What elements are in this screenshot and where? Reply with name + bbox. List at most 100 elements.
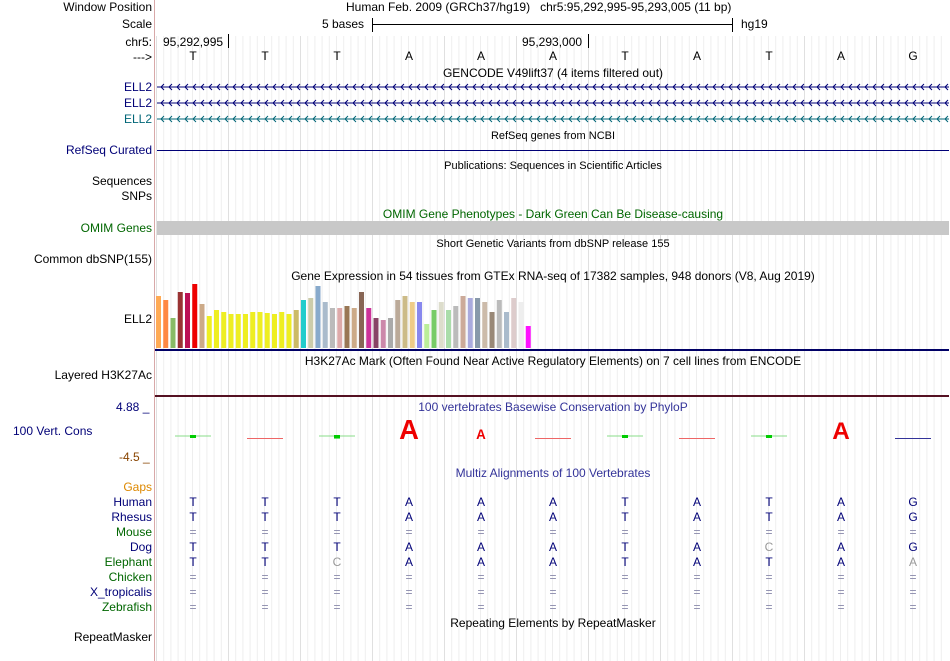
gtex-tissue-bar[interactable] — [286, 314, 292, 348]
gtex-tissue-bar[interactable] — [359, 292, 364, 348]
gtex-tissue-bar[interactable] — [344, 306, 350, 348]
omim-bar[interactable] — [157, 221, 949, 235]
gtex-tissue-bar[interactable] — [409, 302, 415, 348]
gtex-tissue-bar[interactable] — [380, 320, 386, 348]
gtex-tissue-bar[interactable] — [177, 292, 183, 348]
refseq-label[interactable]: RefSeq Curated — [65, 143, 152, 157]
gtex-bar-chart[interactable] — [155, 284, 555, 350]
gtex-tissue-bar[interactable] — [417, 302, 422, 348]
h3k27ac-line[interactable] — [155, 395, 949, 397]
gtex-tissue-bar[interactable] — [475, 298, 480, 348]
gtex-tissue-bar[interactable] — [170, 318, 176, 348]
gencode-transcript[interactable] — [157, 81, 949, 93]
gtex-tissue-bar[interactable] — [293, 310, 299, 348]
multiz-title[interactable]: Multiz Alignments of 100 Vertebrates — [455, 466, 651, 480]
gtex-tissue-bar[interactable] — [279, 312, 285, 348]
gtex-tissue-bar[interactable] — [221, 312, 227, 348]
gtex-tissue-bar[interactable] — [446, 310, 451, 348]
gtex-tissue-bar[interactable] — [185, 293, 190, 348]
dbsnp-title[interactable]: Short Genetic Variants from dbSNP releas… — [436, 238, 670, 250]
phylop-base-logo[interactable]: A — [399, 414, 419, 445]
gtex-tissue-bar[interactable] — [373, 318, 379, 348]
gtex-tissue-bar[interactable] — [315, 286, 321, 348]
gtex-tissue-bar[interactable] — [489, 312, 495, 348]
h3k27ac-title[interactable]: H3K27Ac Mark (Often Found Near Active Re… — [304, 354, 802, 368]
gtex-label[interactable]: ELL2 — [123, 312, 152, 326]
omim-label[interactable]: OMIM Genes — [80, 221, 152, 235]
publications-title[interactable]: Publications: Sequences in Scientific Ar… — [444, 160, 662, 172]
gtex-tissue-bar[interactable] — [163, 300, 169, 348]
h3k27ac-label[interactable]: Layered H3K27Ac — [54, 368, 152, 382]
gtex-tissue-bar[interactable] — [496, 300, 502, 348]
phylop-base-logo[interactable]: A — [476, 427, 486, 442]
gtex-tissue-bar[interactable] — [235, 314, 241, 348]
gtex-tissue-bar[interactable] — [402, 296, 408, 348]
multiz-species-label[interactable]: Rhesus — [111, 510, 152, 524]
publications-sequences-label[interactable]: Sequences — [91, 174, 152, 188]
phylop-base-logo[interactable]: A — [832, 418, 850, 445]
gtex-tissue-bar[interactable] — [438, 302, 444, 348]
gencode-track-label[interactable]: ELL2 — [123, 80, 152, 94]
gtex-tissue-bar[interactable] — [199, 304, 205, 348]
gtex-tissue-bar[interactable] — [351, 308, 357, 348]
refseq-title[interactable]: RefSeq genes from NCBI — [490, 130, 616, 142]
repeatmasker-title[interactable]: Repeating Elements by RepeatMasker — [450, 616, 656, 630]
gtex-tissue-bar[interactable] — [467, 298, 473, 348]
gtex-tissue-bar[interactable] — [272, 314, 277, 348]
multiz-base: A — [908, 555, 917, 569]
repeatmasker-label[interactable]: RepeatMasker — [73, 630, 152, 644]
gtex-tissue-bar[interactable] — [156, 296, 161, 348]
gtex-tissue-bar[interactable] — [525, 326, 531, 348]
gtex-title[interactable]: Gene Expression in 54 tissues from GTEx … — [291, 269, 815, 283]
gtex-tissue-bar[interactable] — [395, 300, 401, 348]
gtex-tissue-bar[interactable] — [337, 308, 343, 348]
gtex-tissue-bar[interactable] — [322, 302, 328, 348]
phylop-title[interactable]: 100 vertebrates Basewise Conservation by… — [418, 400, 688, 414]
gtex-tissue-bar[interactable] — [192, 284, 198, 348]
omim-title[interactable]: OMIM Gene Phenotypes - Dark Green Can Be… — [382, 207, 724, 221]
gtex-tissue-bar[interactable] — [250, 312, 256, 348]
gtex-tissue-bar[interactable] — [460, 296, 466, 348]
gtex-tissue-bar[interactable] — [243, 314, 248, 348]
publications-snps-label[interactable]: SNPs — [121, 189, 152, 203]
gencode-transcript[interactable] — [157, 97, 949, 109]
dbsnp-label[interactable]: Common dbSNP(155) — [33, 252, 152, 266]
gtex-tissue-bar[interactable] — [453, 306, 459, 348]
gtex-tissue-bar[interactable] — [206, 316, 212, 348]
phylop-negative-bar[interactable] — [622, 435, 628, 438]
multiz-species-label[interactable]: Elephant — [104, 555, 152, 569]
gtex-tissue-bar[interactable] — [482, 302, 488, 348]
gtex-tissue-bar[interactable] — [330, 308, 335, 348]
gtex-tissue-bar[interactable] — [228, 314, 234, 348]
multiz-species-label[interactable]: Human — [113, 495, 152, 509]
multiz-species-label[interactable]: Chicken — [108, 570, 152, 584]
phylop-label[interactable]: 100 Vert. Cons — [13, 424, 93, 438]
gtex-tissue-bar[interactable] — [264, 313, 270, 348]
gtex-tissue-bar[interactable] — [424, 324, 430, 348]
gaps-label[interactable]: Gaps — [123, 480, 152, 494]
gtex-tissue-bar[interactable] — [504, 312, 509, 348]
phylop-negative-bar[interactable] — [190, 435, 196, 438]
refseq-line[interactable] — [157, 150, 949, 151]
multiz-species-label[interactable]: Zebrafish — [101, 600, 152, 614]
gtex-tissue-bar[interactable] — [388, 318, 393, 348]
gencode-track-label[interactable]: ELL2 — [123, 96, 152, 110]
gtex-tissue-bar[interactable] — [366, 308, 372, 348]
gencode-track-label[interactable]: ELL2 — [123, 112, 152, 126]
phylop-negative-bar[interactable] — [334, 435, 340, 439]
gtex-tissue-bar[interactable] — [518, 302, 524, 348]
gencode-transcript[interactable] — [157, 113, 949, 125]
gtex-tissue-bar[interactable] — [308, 298, 314, 348]
gtex-tissue-bar[interactable] — [301, 300, 306, 348]
multiz-species-label[interactable]: Mouse — [115, 525, 152, 539]
gtex-tissue-bar[interactable] — [511, 298, 517, 348]
gtex-tissue-bar[interactable] — [214, 310, 219, 348]
multiz-species-label[interactable]: Dog — [129, 540, 152, 554]
gencode-title[interactable]: GENCODE V49lift37 (4 items filtered out) — [442, 66, 664, 80]
multiz-species-label[interactable]: X_tropicalis — [89, 585, 152, 599]
gtex-tissue-bar[interactable] — [431, 310, 437, 348]
gtex-tissue-bar[interactable] — [257, 312, 263, 348]
phylop-negative-bar[interactable] — [766, 435, 772, 438]
position-readout[interactable]: chr5:95,292,995-95,293,005 (11 bp) — [540, 0, 732, 14]
